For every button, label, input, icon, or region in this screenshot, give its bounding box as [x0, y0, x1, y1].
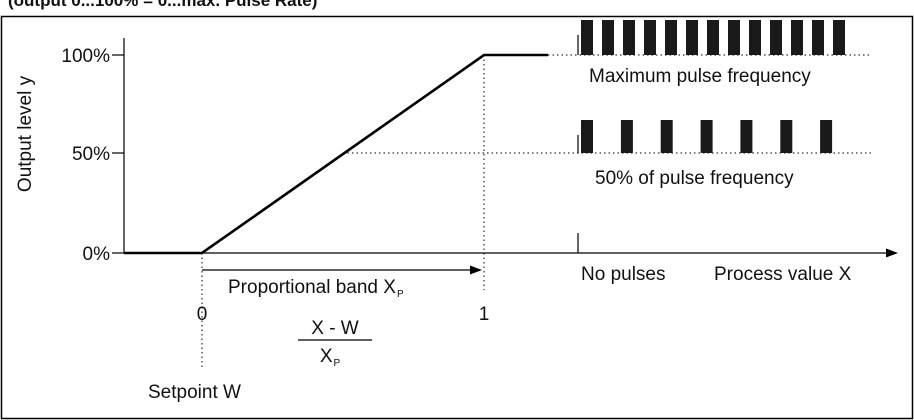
half-pulse	[700, 120, 713, 153]
setpoint-label: Setpoint W	[148, 382, 241, 403]
x-axis-arrowhead	[886, 248, 898, 258]
x-tick-label-0: 0	[197, 304, 208, 325]
x-axis-label: Process value X	[714, 264, 852, 285]
no-pulses-label: No pulses	[581, 264, 666, 285]
half-pulse	[620, 120, 633, 153]
max-pulse	[833, 20, 845, 55]
max-pulse	[644, 20, 656, 55]
max-pulse	[770, 20, 782, 55]
half-pulse	[581, 120, 593, 153]
frame	[0, 15, 914, 420]
max-pulse	[707, 20, 719, 55]
max-pulse	[749, 20, 761, 55]
header-text: (output 0...100% = 0...max. Pulse Rate)	[8, 0, 317, 10]
max-pulse	[686, 20, 698, 55]
y-tick-label-50: 50%	[72, 144, 110, 165]
half-pulse-train	[577, 120, 833, 153]
output-characteristic-line	[124, 53, 548, 255]
max-pulse	[623, 20, 635, 55]
max-pulse	[728, 20, 740, 55]
half-pulse	[780, 120, 793, 153]
max-pulse-train	[577, 20, 845, 55]
max-pulse	[665, 20, 677, 55]
max-pulse	[581, 20, 593, 55]
formula-numerator: X - W	[311, 318, 359, 339]
half-pulse	[820, 120, 833, 153]
y-axis-label: Output level y	[15, 75, 36, 192]
y-tick-label-100: 100%	[61, 46, 110, 67]
max-pulse	[602, 20, 614, 55]
half-pulse	[660, 120, 673, 153]
max-pulse-label: Maximum pulse frequency	[589, 66, 811, 87]
half-pulse-label: 50% of pulse frequency	[595, 168, 794, 189]
max-pulse	[791, 20, 803, 55]
y-tick-label-0: 0%	[83, 244, 111, 265]
proportional-band-arrowhead	[470, 265, 482, 275]
half-pulse	[740, 120, 753, 153]
proportional-band-label: Proportional band XP	[228, 277, 404, 300]
formula-denominator: XP	[320, 346, 341, 369]
x-tick-label-1: 1	[479, 304, 490, 325]
max-pulse	[812, 20, 824, 55]
